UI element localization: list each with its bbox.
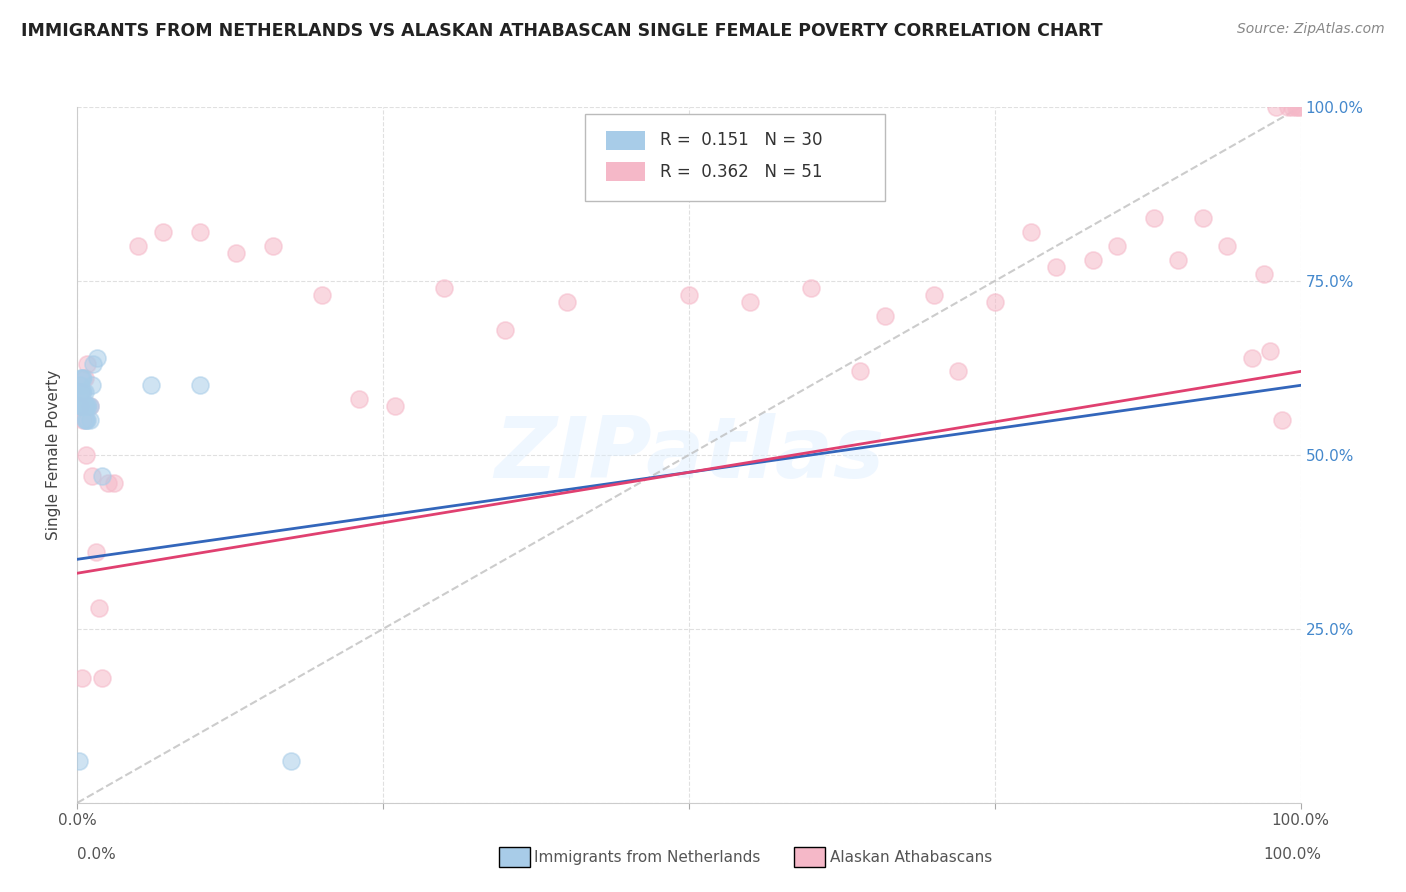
Point: [73, 413, 96, 427]
Text: R =  0.362   N = 51: R = 0.362 N = 51: [659, 162, 823, 181]
Point: [72, 399, 94, 413]
Point: [70, 671, 93, 685]
Point: [946, 364, 969, 378]
Point: [139, 378, 162, 392]
Point: [70, 385, 93, 400]
Point: [1289, 100, 1312, 114]
Point: [1081, 253, 1104, 268]
Y-axis label: Single Female Poverty: Single Female Poverty: [46, 370, 62, 540]
Point: [69, 399, 91, 413]
Point: [1277, 100, 1299, 114]
Point: [70, 371, 93, 385]
Point: [76, 413, 98, 427]
Point: [1253, 267, 1275, 281]
Point: [555, 294, 578, 309]
Point: [922, 288, 945, 302]
Point: [67, 754, 90, 768]
Point: [90, 468, 112, 483]
Point: [1285, 100, 1308, 114]
Point: [70, 371, 93, 385]
Text: Alaskan Athabascans: Alaskan Athabascans: [830, 850, 991, 864]
Point: [76, 399, 98, 413]
Point: [70, 385, 93, 400]
Point: [225, 246, 247, 260]
Point: [70, 399, 93, 413]
Point: [73, 399, 96, 413]
Point: [384, 399, 406, 413]
Point: [77, 399, 100, 413]
Point: [76, 358, 98, 372]
Point: [80, 468, 103, 483]
Point: [97, 475, 120, 490]
Point: [82, 358, 104, 372]
Point: [75, 413, 97, 427]
Bar: [606, 162, 645, 181]
Point: [72, 371, 94, 385]
Point: [79, 399, 101, 413]
Point: [1143, 211, 1166, 226]
Point: [79, 399, 101, 413]
Point: [70, 385, 93, 400]
Bar: [606, 131, 645, 150]
Point: [75, 399, 97, 413]
Point: [1021, 225, 1043, 239]
Point: [1107, 239, 1129, 253]
Point: [262, 239, 284, 253]
Point: [84, 545, 107, 559]
Point: [740, 294, 762, 309]
Point: [347, 392, 370, 407]
Point: [1271, 413, 1294, 427]
Point: [72, 413, 94, 427]
Point: [1281, 100, 1303, 114]
Point: [849, 364, 872, 378]
Point: [1167, 253, 1189, 268]
Point: [69, 385, 91, 400]
Point: [69, 378, 91, 392]
Text: 100.0%: 100.0%: [1264, 847, 1322, 862]
Text: R =  0.151   N = 30: R = 0.151 N = 30: [659, 131, 823, 150]
Point: [311, 288, 333, 302]
Text: 0.0%: 0.0%: [77, 847, 117, 862]
Point: [152, 225, 174, 239]
Point: [73, 385, 96, 400]
Point: [86, 351, 108, 365]
Point: [1216, 239, 1239, 253]
Point: [75, 448, 97, 462]
Point: [1240, 351, 1263, 365]
Point: [69, 399, 91, 413]
Point: [70, 399, 93, 413]
Point: [1045, 260, 1067, 274]
Point: [433, 281, 456, 295]
Point: [1286, 100, 1309, 114]
Point: [800, 281, 823, 295]
Point: [73, 371, 96, 385]
Point: [188, 225, 211, 239]
Point: [89, 601, 111, 615]
Point: [1265, 100, 1288, 114]
Text: IMMIGRANTS FROM NETHERLANDS VS ALASKAN ATHABASCAN SINGLE FEMALE POVERTY CORRELAT: IMMIGRANTS FROM NETHERLANDS VS ALASKAN A…: [21, 22, 1102, 40]
Point: [90, 671, 112, 685]
Text: ZIPatlas: ZIPatlas: [494, 413, 884, 497]
Point: [128, 239, 150, 253]
Point: [280, 754, 302, 768]
Point: [678, 288, 700, 302]
Point: [984, 294, 1007, 309]
Point: [80, 378, 103, 392]
Point: [873, 309, 896, 323]
Point: [188, 378, 211, 392]
Point: [72, 385, 94, 400]
Point: [1258, 343, 1281, 358]
FancyBboxPatch shape: [585, 114, 884, 201]
Point: [103, 475, 125, 490]
Point: [1191, 211, 1213, 226]
Text: Source: ZipAtlas.com: Source: ZipAtlas.com: [1237, 22, 1385, 37]
Text: Immigrants from Netherlands: Immigrants from Netherlands: [534, 850, 761, 864]
Point: [495, 323, 517, 337]
Point: [79, 413, 101, 427]
